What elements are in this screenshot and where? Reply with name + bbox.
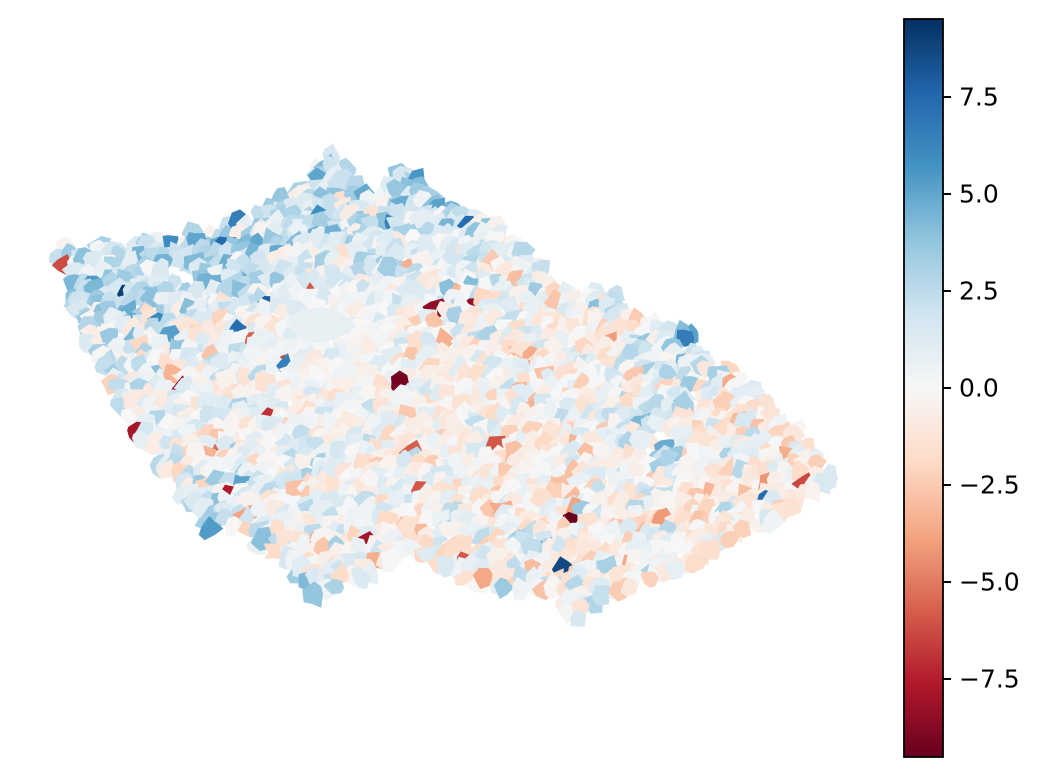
colorbar-tick-label: 2.5	[959, 277, 999, 306]
prague-municipality-polygon	[288, 307, 356, 344]
colorbar-tick-label: −2.5	[959, 471, 1020, 500]
colorbar-tick-label: −5.0	[959, 568, 1020, 597]
colorbar-tick-label: 7.5	[959, 83, 999, 112]
colorbar-tick-label: 5.0	[959, 180, 999, 209]
colorbar-ticks: 7.5 5.0 2.5 0.0 −2.5 −5.0 −7.5	[943, 83, 1020, 694]
colorbar: 7.5 5.0 2.5 0.0 −2.5 −5.0 −7.5	[903, 18, 1020, 758]
czech-municipalities-map	[48, 143, 838, 627]
colorbar-gradient	[903, 18, 944, 758]
colorbar-tick-label: 0.0	[959, 374, 999, 403]
colorbar-tick-label: −7.5	[959, 665, 1020, 694]
